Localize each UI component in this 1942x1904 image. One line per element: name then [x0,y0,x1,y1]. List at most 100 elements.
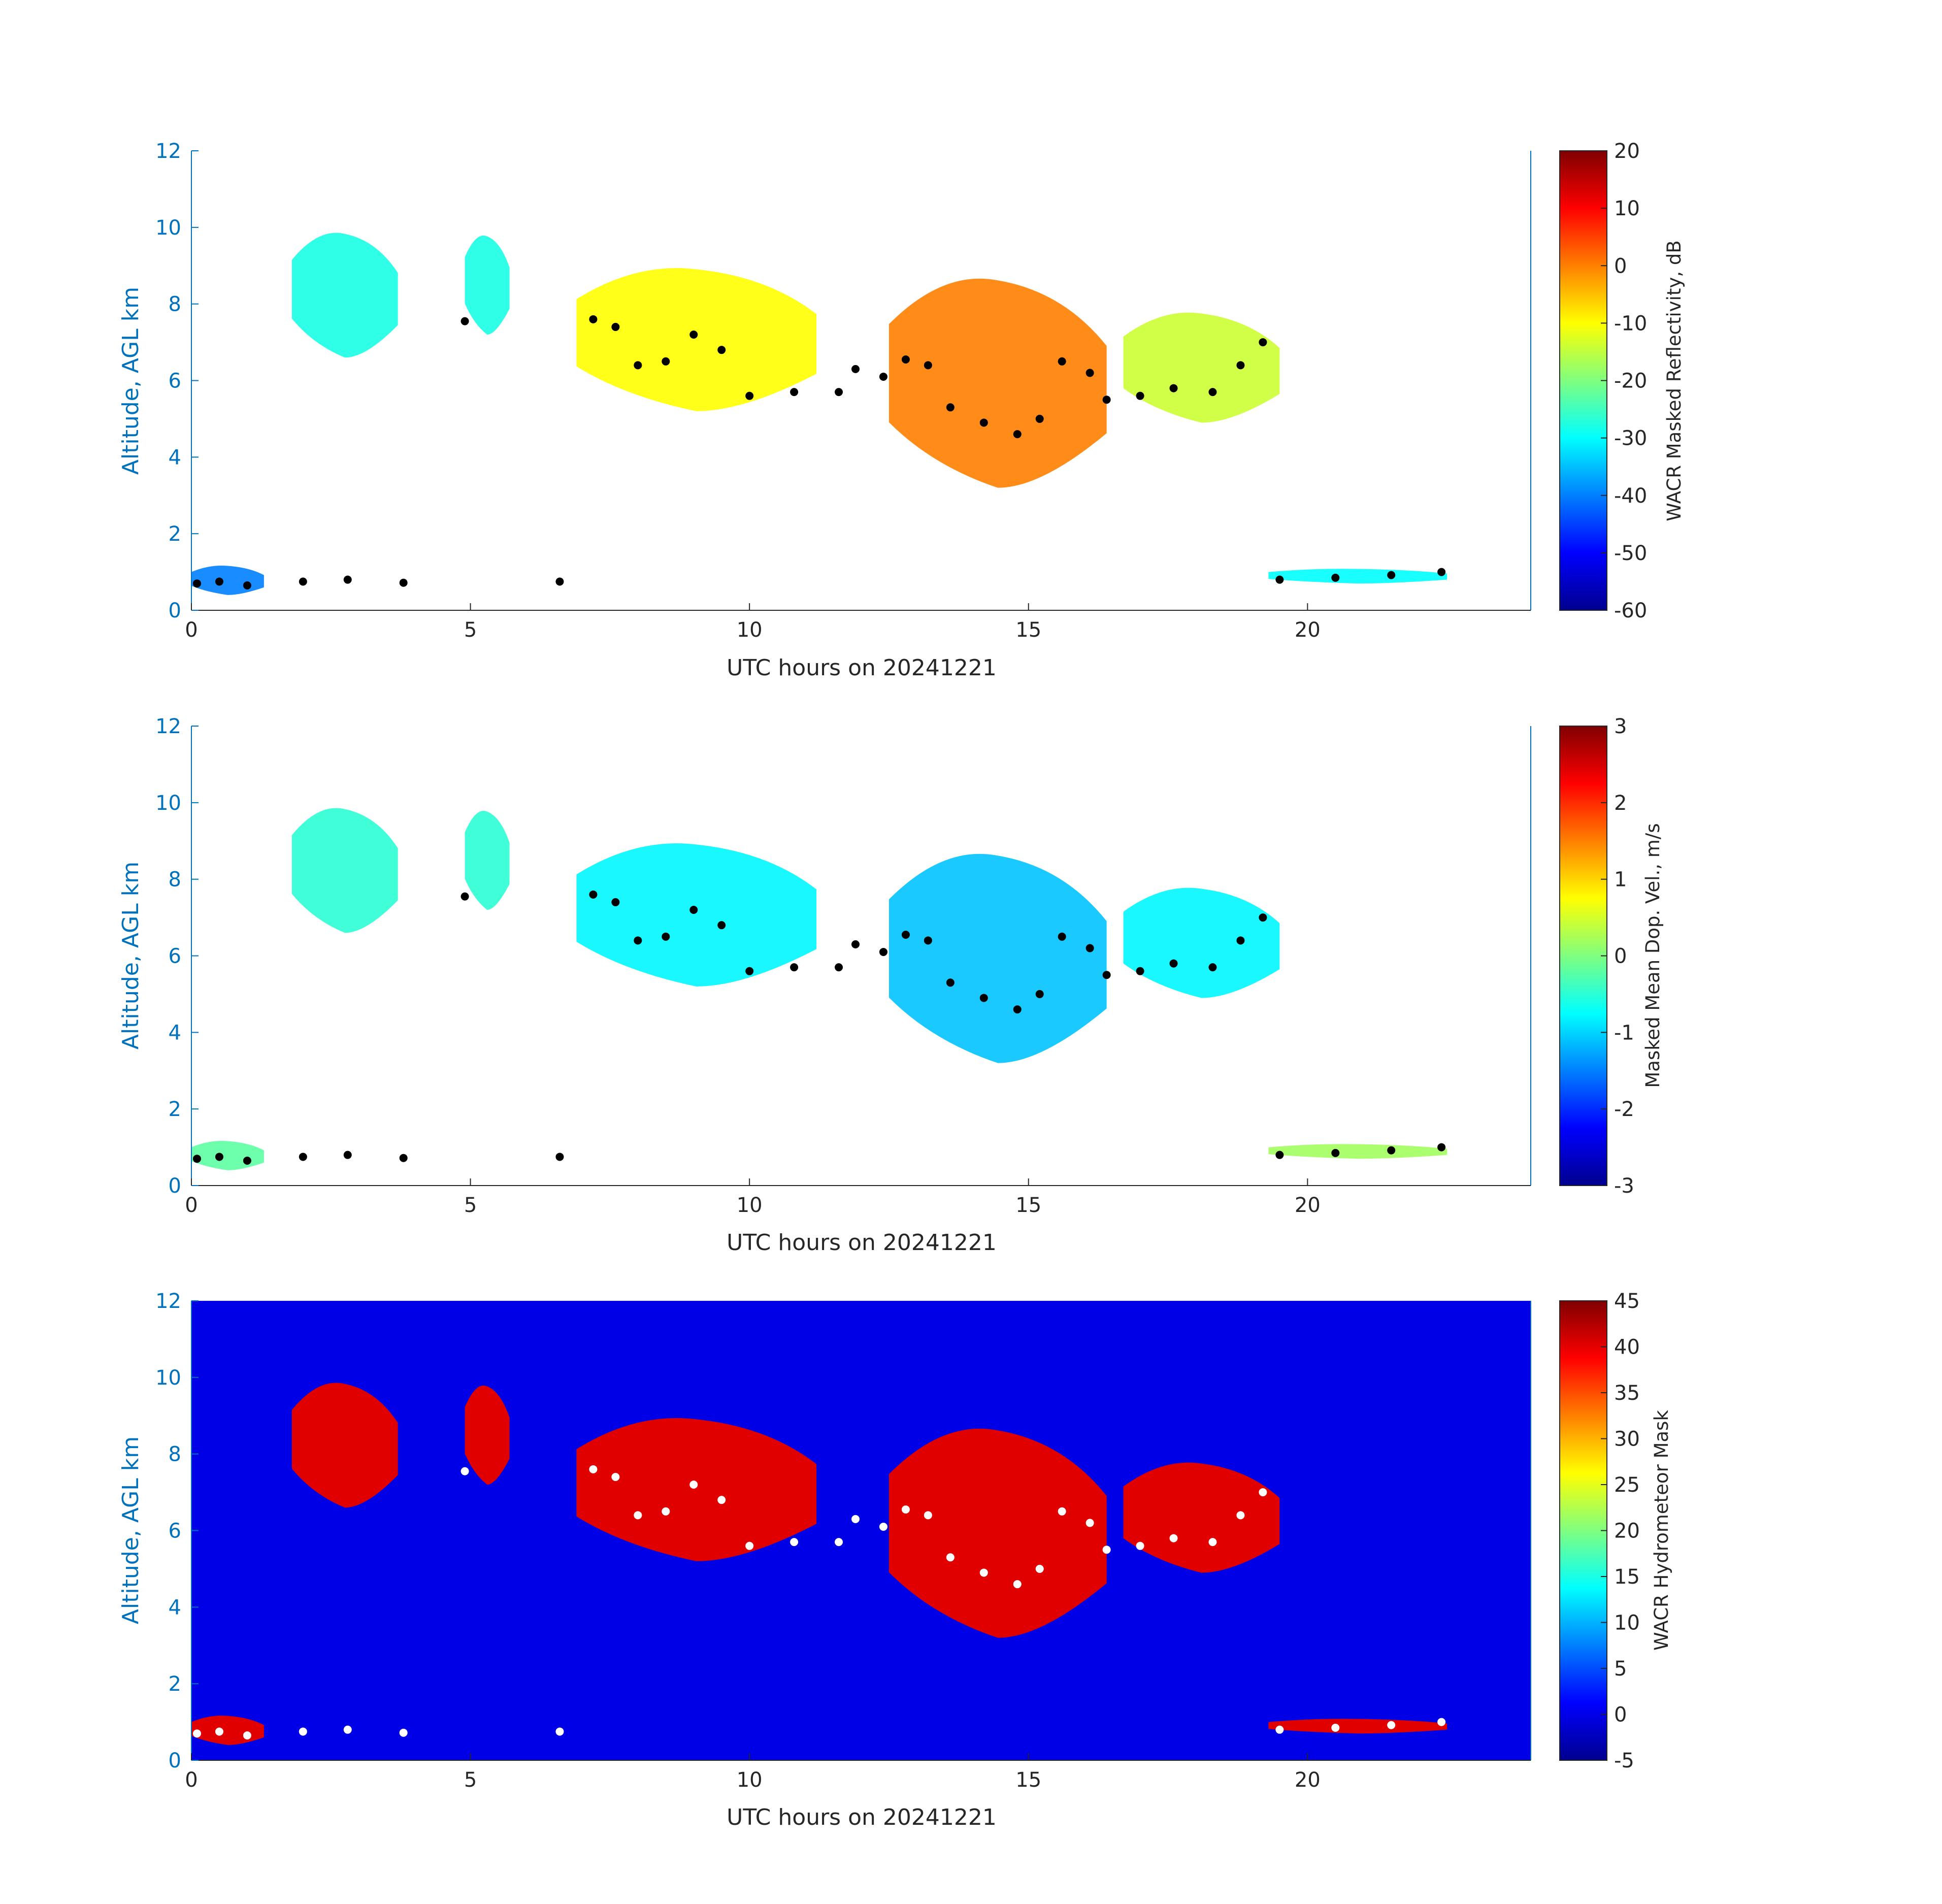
cloud-base-point [1013,1580,1022,1589]
cloud-base-point [1169,959,1178,968]
cloud-base-point [1275,575,1284,584]
colorbar [1559,1300,1607,1761]
x-axis-label: UTC hours on 20241221 [727,655,997,681]
cloud-base-point [979,418,988,427]
x-tick-label: 15 [1015,1194,1041,1217]
cloud-base-point [1169,384,1178,392]
x-tick-label: 0 [185,618,198,642]
cloud-base-point [745,967,754,975]
cloud-base-point [555,1727,564,1736]
cloud-base-point [343,1151,352,1159]
y-tick-label: 8 [169,1443,181,1466]
cloud-base-point [717,921,726,930]
colorbar-tick-label: -1 [1614,1021,1634,1044]
colorbar-tick-label: 30 [1614,1428,1640,1451]
cloud-base-point [946,403,954,412]
cloud-base-point [901,931,910,939]
cloud-base-point [215,577,223,586]
y-tick-label: 12 [155,140,181,163]
colorbar-tick-label: 25 [1614,1473,1640,1497]
x-tick-label: 20 [1295,1194,1321,1217]
cloud-region [465,1385,510,1485]
cloud-base-point [879,1522,887,1531]
cloud-base-point [1085,369,1094,377]
cloud-base-point [1387,1721,1396,1729]
colorbar-tick-label: -20 [1614,370,1647,393]
x-tick-label: 10 [737,1768,763,1792]
x-tick-label: 5 [464,618,477,642]
colorbar-tick-label: -30 [1614,427,1647,450]
cloud-base-point [1275,1151,1284,1159]
cloud-base-point [1136,967,1144,975]
y-tick-label: 4 [169,446,181,469]
colorbar-tick-label: -5 [1614,1749,1634,1772]
cloud-base-point [555,577,564,586]
cloud-base-point [215,1153,223,1161]
y-tick-label: 6 [169,1520,181,1543]
y-tick-label: 4 [169,1021,181,1044]
cloud-base-point [1236,1511,1245,1520]
cloud-region [1268,569,1447,584]
cloud-base-point [1102,1546,1111,1554]
cloud-base-point [835,963,843,972]
y-tick-label: 10 [155,216,181,240]
colorbar-tick-label: -60 [1614,599,1647,622]
cloud-base-point [1013,1005,1022,1014]
cloud-base-point [851,940,860,948]
colorbar-ticks: 45 40 35 30 25 20 15 10 5 0 -5 [1601,1290,1640,1772]
x-tick-label: 10 [737,1194,763,1217]
y-tick-label: 0 [169,1174,181,1198]
cloud-base-point [1387,571,1396,579]
colorbar-tick-label: 45 [1614,1290,1640,1313]
cloud-base-point [1058,357,1066,366]
cloud-base-point [1102,971,1111,979]
cloud-base-point [1013,430,1022,439]
cloud-region [576,843,817,987]
cloud-base-point [662,932,670,941]
cloud-region [576,268,817,411]
cloud-base-point [1208,388,1217,397]
cloud-base-point [1437,1718,1446,1726]
colorbar [1559,726,1607,1186]
cloud-base-point [299,1727,307,1736]
cloud-base-point [611,1472,620,1481]
colorbar-tick-label: 2 [1614,792,1627,815]
cloud-base-point [1437,1143,1446,1152]
cloud-base-point [879,947,887,956]
cloud-region [191,1141,264,1170]
cloud-region [465,235,510,335]
y-axis-label: Altitude, AGL km [118,287,144,475]
reflectivity-axes: 0 2 4 6 8 10 12 0 5 10 15 20 [155,140,1531,642]
cloud-region [888,853,1107,1063]
cloud-region [1123,888,1280,998]
cloud-base-point [901,355,910,364]
cloud-region [1268,1719,1447,1734]
cloud-base-point [851,365,860,373]
y-tick-label: 8 [169,868,181,892]
colorbar-tick-label: 1 [1614,868,1627,892]
cloud-base-point [243,1156,251,1165]
cloud-base-point [1035,1564,1044,1573]
cloud-base-point [1136,391,1144,400]
y-tick-label: 2 [169,1098,181,1121]
cloud-base-point [745,391,754,400]
cloud-base-point [835,1538,843,1547]
cloud-base-point [1259,913,1267,922]
cloud-base-point [790,388,799,397]
y-tick-label: 0 [169,599,181,622]
cloud-base-point [1136,1541,1144,1550]
x-tick-label: 5 [464,1194,477,1217]
cloud-base-point [299,1153,307,1161]
cloud-base-point [1035,414,1044,423]
cloud-base-point [851,1515,860,1523]
cloud-base-point [1259,1488,1267,1497]
cloud-base-point [589,315,598,323]
cloud-base-markers [192,315,1446,589]
colorbar-tick-label: -3 [1614,1174,1634,1198]
velocity-axes: 0 2 4 6 8 10 12 0 5 10 15 20 [155,715,1531,1217]
y-tick-label: 8 [169,293,181,316]
cloud-base-point [243,581,251,589]
colorbar-tick-label: 3 [1614,715,1627,738]
